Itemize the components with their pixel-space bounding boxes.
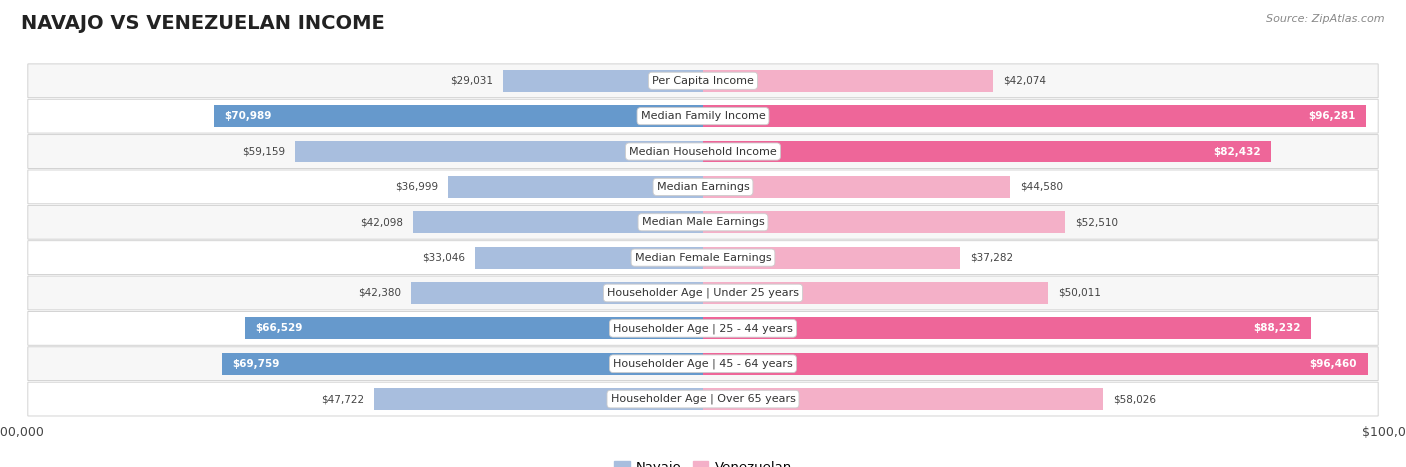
Text: Householder Age | Under 25 years: Householder Age | Under 25 years bbox=[607, 288, 799, 298]
Text: $44,580: $44,580 bbox=[1021, 182, 1063, 192]
Bar bbox=[703, 105, 1367, 127]
Bar bbox=[449, 176, 703, 198]
Bar bbox=[503, 70, 703, 92]
Legend: Navajo, Venezuelan: Navajo, Venezuelan bbox=[609, 456, 797, 467]
Text: $66,529: $66,529 bbox=[254, 323, 302, 333]
Bar bbox=[703, 141, 1271, 163]
Text: Per Capita Income: Per Capita Income bbox=[652, 76, 754, 86]
Text: Median Earnings: Median Earnings bbox=[657, 182, 749, 192]
Bar bbox=[703, 176, 1010, 198]
Bar bbox=[703, 388, 1102, 410]
Text: $70,989: $70,989 bbox=[225, 111, 271, 121]
FancyBboxPatch shape bbox=[28, 311, 1378, 345]
Text: $42,380: $42,380 bbox=[357, 288, 401, 298]
Text: $42,074: $42,074 bbox=[1004, 76, 1046, 86]
Bar bbox=[703, 70, 993, 92]
Bar bbox=[411, 282, 703, 304]
Bar bbox=[374, 388, 703, 410]
Text: Median Male Earnings: Median Male Earnings bbox=[641, 217, 765, 227]
FancyBboxPatch shape bbox=[28, 205, 1378, 239]
Text: $96,281: $96,281 bbox=[1309, 111, 1355, 121]
Text: $52,510: $52,510 bbox=[1076, 217, 1118, 227]
Text: $29,031: $29,031 bbox=[450, 76, 492, 86]
Text: $47,722: $47,722 bbox=[321, 394, 364, 404]
FancyBboxPatch shape bbox=[28, 276, 1378, 310]
Text: Householder Age | 45 - 64 years: Householder Age | 45 - 64 years bbox=[613, 359, 793, 369]
Text: Householder Age | Over 65 years: Householder Age | Over 65 years bbox=[610, 394, 796, 404]
Text: $50,011: $50,011 bbox=[1057, 288, 1101, 298]
Text: $37,282: $37,282 bbox=[970, 253, 1014, 262]
Bar bbox=[703, 247, 960, 269]
Text: $33,046: $33,046 bbox=[422, 253, 465, 262]
Bar bbox=[413, 211, 703, 233]
Text: Median Family Income: Median Family Income bbox=[641, 111, 765, 121]
Bar bbox=[703, 282, 1047, 304]
Bar bbox=[703, 211, 1064, 233]
FancyBboxPatch shape bbox=[28, 99, 1378, 133]
FancyBboxPatch shape bbox=[28, 170, 1378, 204]
Text: Median Household Income: Median Household Income bbox=[628, 147, 778, 156]
Text: Source: ZipAtlas.com: Source: ZipAtlas.com bbox=[1267, 14, 1385, 24]
FancyBboxPatch shape bbox=[28, 134, 1378, 169]
FancyBboxPatch shape bbox=[28, 64, 1378, 98]
Text: $88,232: $88,232 bbox=[1253, 323, 1301, 333]
Text: NAVAJO VS VENEZUELAN INCOME: NAVAJO VS VENEZUELAN INCOME bbox=[21, 14, 385, 33]
Text: $82,432: $82,432 bbox=[1213, 147, 1261, 156]
Text: Median Female Earnings: Median Female Earnings bbox=[634, 253, 772, 262]
Bar bbox=[295, 141, 703, 163]
Bar bbox=[245, 318, 703, 340]
Text: $58,026: $58,026 bbox=[1114, 394, 1156, 404]
Text: $42,098: $42,098 bbox=[360, 217, 402, 227]
Bar bbox=[475, 247, 703, 269]
Text: $69,759: $69,759 bbox=[233, 359, 280, 369]
Bar bbox=[222, 353, 703, 375]
Bar bbox=[703, 318, 1310, 340]
Text: $96,460: $96,460 bbox=[1310, 359, 1357, 369]
Text: $59,159: $59,159 bbox=[242, 147, 285, 156]
FancyBboxPatch shape bbox=[28, 241, 1378, 275]
Text: Householder Age | 25 - 44 years: Householder Age | 25 - 44 years bbox=[613, 323, 793, 333]
Bar bbox=[703, 353, 1368, 375]
Text: $36,999: $36,999 bbox=[395, 182, 437, 192]
Bar bbox=[214, 105, 703, 127]
FancyBboxPatch shape bbox=[28, 382, 1378, 416]
FancyBboxPatch shape bbox=[28, 347, 1378, 381]
